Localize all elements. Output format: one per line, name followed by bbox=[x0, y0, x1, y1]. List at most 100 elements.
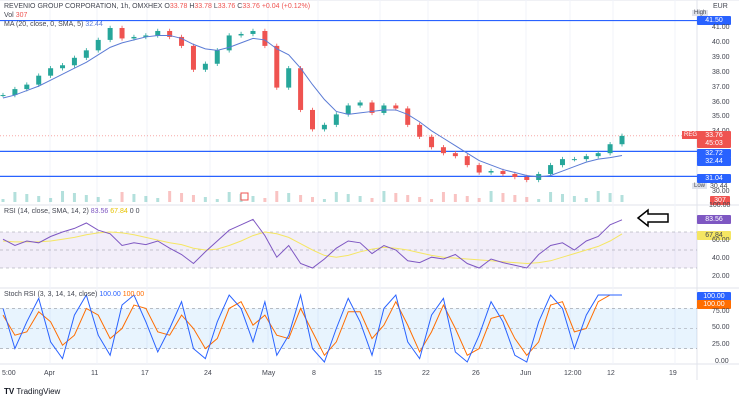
candle-body bbox=[274, 45, 280, 88]
candle-body bbox=[71, 57, 77, 66]
rsi-label: RSI (14, close, SMA, 14, 2) bbox=[4, 208, 89, 215]
volume-bar bbox=[334, 192, 338, 202]
volume-bar bbox=[394, 193, 398, 202]
volume-bar bbox=[13, 192, 17, 202]
candle-body bbox=[345, 105, 351, 115]
volume-bar bbox=[72, 193, 76, 202]
candle-body bbox=[512, 174, 518, 177]
volume-legend: Vol 307 bbox=[4, 12, 27, 19]
candle-body bbox=[36, 75, 42, 85]
volume-bar bbox=[108, 199, 112, 202]
stoch-legend[interactable]: Stoch RSI (3, 3, 14, 14, close) 100.00 1… bbox=[4, 291, 144, 298]
candle-body bbox=[214, 50, 220, 64]
volume-bar bbox=[608, 193, 612, 202]
stoch-d-value: 100.00 bbox=[122, 291, 145, 298]
rsi-zero-2: 0 bbox=[135, 208, 140, 215]
bar-countdown: 45:03 bbox=[697, 139, 731, 148]
time-tick: 8 bbox=[312, 370, 316, 377]
volume-bar bbox=[537, 199, 541, 202]
volume-tag: 307 bbox=[710, 196, 730, 205]
price-tick: 38.00 bbox=[712, 68, 730, 76]
volume-bar bbox=[418, 197, 422, 202]
volume-bar bbox=[25, 194, 29, 202]
candle-body bbox=[333, 114, 339, 125]
price-tick: 40.00 bbox=[712, 38, 730, 46]
volume-bar bbox=[489, 191, 493, 202]
volume-bar bbox=[37, 196, 41, 202]
time-tick: 15 bbox=[374, 370, 382, 377]
volume-bar bbox=[96, 197, 100, 202]
volume-bar bbox=[203, 197, 207, 202]
rsi-zero-1: 0 bbox=[129, 208, 134, 215]
candle-body bbox=[417, 124, 423, 137]
candle-body bbox=[393, 105, 399, 109]
vol-label: Vol bbox=[4, 12, 14, 19]
volume-bar bbox=[132, 194, 136, 202]
volume-bar bbox=[430, 199, 434, 202]
volume-bar bbox=[465, 196, 469, 202]
time-tick: Apr bbox=[44, 370, 55, 377]
volume-bar bbox=[358, 196, 362, 202]
hline-tag-1: 32.72 bbox=[697, 149, 731, 158]
time-tick: 26 bbox=[472, 370, 480, 377]
candle-body bbox=[83, 50, 89, 58]
candle-body bbox=[559, 159, 565, 166]
ma-label: MA (20, close, 0, SMA, 5) bbox=[4, 21, 84, 28]
volume-bar bbox=[322, 199, 326, 202]
candle-body bbox=[190, 45, 196, 70]
candle-body bbox=[119, 28, 125, 39]
volume-bar bbox=[501, 193, 505, 202]
symbol-legend: REVENIO GROUP CORPORATION, 1h, OMXHEX O3… bbox=[4, 3, 310, 10]
volume-bar bbox=[287, 193, 291, 202]
volume-bar bbox=[168, 191, 172, 202]
time-tick: 12:00 bbox=[564, 370, 582, 377]
tradingview-logo[interactable]: TV TradingView bbox=[4, 387, 61, 396]
volume-bar bbox=[251, 196, 255, 202]
ma-price-tag: 32.44 bbox=[697, 157, 731, 166]
candle-body bbox=[262, 30, 268, 46]
rsi-legend[interactable]: RSI (14, close, SMA, 14, 2) 83.56 67.84 … bbox=[4, 208, 140, 215]
volume-bar bbox=[311, 197, 314, 202]
volume-bar bbox=[477, 198, 481, 202]
close-value: 33.76 bbox=[242, 3, 260, 10]
symbol-price-tag: REGYV bbox=[682, 131, 708, 139]
candle-body bbox=[238, 33, 244, 36]
volume-bar bbox=[275, 191, 279, 202]
time-tick: 11 bbox=[91, 370, 99, 377]
volume-bar bbox=[61, 191, 65, 202]
volume-bar bbox=[120, 192, 124, 202]
candle-body bbox=[381, 105, 387, 113]
volume-bar bbox=[346, 194, 350, 202]
close-label: C bbox=[237, 3, 243, 10]
stoch-k-tag: 100.00 bbox=[697, 292, 731, 301]
time-tick: 24 bbox=[204, 370, 212, 377]
ma-value: 32.44 bbox=[85, 21, 103, 28]
time-tick: 12 bbox=[607, 370, 615, 377]
rsi-tick: 40.00 bbox=[712, 255, 730, 262]
volume-bar bbox=[453, 194, 457, 202]
volume-bar bbox=[144, 196, 148, 202]
symbol-title: REVENIO GROUP CORPORATION, 1h, OMXHEX bbox=[4, 3, 163, 10]
stoch-tick: 25.00 bbox=[712, 341, 730, 348]
change-value: +0.04 (+0.12%) bbox=[261, 3, 311, 10]
candle-body bbox=[298, 68, 304, 110]
time-tick: 17 bbox=[141, 370, 149, 377]
candle-body bbox=[571, 159, 577, 161]
stoch-tick: 50.00 bbox=[712, 324, 730, 331]
ma-legend[interactable]: MA (20, close, 0, SMA, 5) 32.44 bbox=[4, 21, 103, 28]
volume-bar bbox=[596, 191, 600, 202]
candle-body bbox=[60, 65, 66, 69]
candle-body bbox=[476, 165, 482, 173]
time-tick: 22 bbox=[422, 370, 430, 377]
high-marker-label: High bbox=[692, 10, 709, 16]
rsi-tick: 60.00 bbox=[712, 237, 730, 244]
candle-body bbox=[524, 177, 530, 180]
candle-body bbox=[488, 171, 494, 173]
low-marker-label: Low bbox=[692, 183, 708, 189]
stoch-d-line bbox=[2, 294, 622, 357]
stoch-tick: 0.00 bbox=[715, 358, 729, 365]
candle-body bbox=[452, 153, 458, 157]
candle-body bbox=[310, 109, 315, 130]
price-tick: 35.00 bbox=[712, 113, 730, 121]
